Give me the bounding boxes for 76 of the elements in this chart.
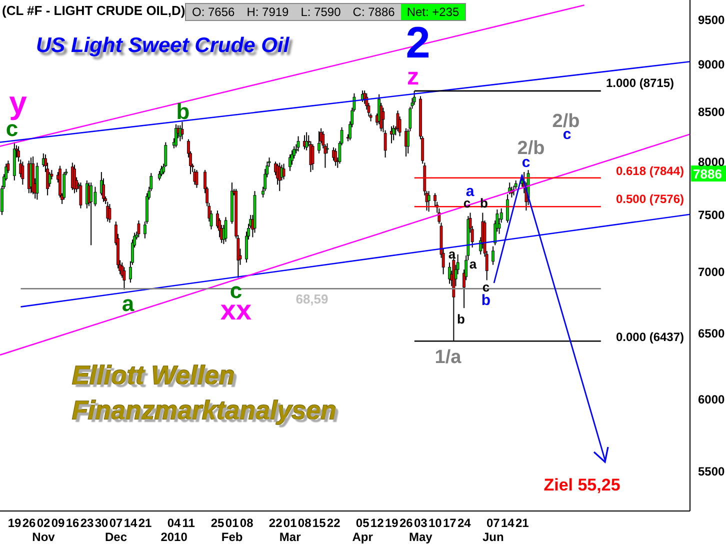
candlestick [158, 170, 161, 181]
x-tick-label: 19 [8, 516, 22, 530]
y-tick-label: 8500 [698, 104, 726, 119]
candlestick [94, 186, 97, 207]
candlestick [48, 172, 52, 188]
x-tick-label: 14 [124, 516, 138, 530]
annotation: O: 7656 [191, 4, 236, 20]
x-tick-label: 24 [457, 516, 472, 530]
x-tick-label: 11 [182, 516, 196, 530]
x-tick-label: 08 [240, 516, 254, 530]
y-tick-label: 6000 [698, 392, 726, 406]
x-tick-label: 23 [80, 516, 94, 530]
x-tick-label: 26 [399, 516, 414, 530]
x-tick-label: 22 [326, 516, 341, 530]
x-tick-label: 09 [51, 516, 66, 530]
candlestick [492, 246, 494, 266]
annotation: H: 7919 [246, 4, 290, 20]
x-tick-label: 08 [298, 516, 312, 530]
annotation: Elliott Wellen [72, 360, 235, 391]
candlestick [282, 163, 286, 180]
annotation: L: 7590 [300, 4, 342, 20]
x-tick-label: 12 [370, 516, 384, 530]
x-tick-label: 17 [442, 516, 457, 530]
x-tick-label: 16 [66, 516, 80, 530]
candlestick [224, 216, 228, 242]
annotation: c [482, 279, 490, 294]
annotation: Net: +235 [400, 4, 466, 20]
annotation: 68,59 [296, 291, 328, 306]
x-tick-label: 14 [500, 516, 515, 530]
x-tick-label: 15 [312, 516, 326, 530]
candlestick [506, 194, 510, 224]
annotation: b [176, 98, 190, 124]
annotation: 1/a [434, 347, 462, 368]
y-tick-label: 7000 [698, 265, 726, 280]
candlestick [288, 154, 292, 172]
candlestick [195, 169, 198, 188]
y-tick-label: 5500 [698, 464, 726, 478]
x-tick-label: 21 [138, 516, 152, 530]
annotation: 7886 [693, 166, 722, 182]
annotation: a [469, 256, 478, 272]
x-tick-label: 26 [22, 516, 36, 530]
candlestick [122, 266, 126, 290]
x-tick-label: 21 [515, 516, 530, 530]
annotation: b [457, 311, 466, 326]
y-tick-label: 8000 [698, 154, 726, 169]
candlestick [62, 172, 66, 200]
candlestick [311, 144, 314, 170]
annotation: z [407, 63, 419, 90]
annotation: 0.618 (7844) [616, 164, 684, 178]
annotation: Ziel 55,25 [544, 475, 620, 494]
annotation: b [481, 292, 491, 309]
candlestick [396, 110, 400, 132]
candlestick [318, 130, 320, 154]
candlestick [296, 136, 300, 152]
x-tick-label: 10 [428, 516, 442, 530]
chart-title: (CL #F - LIGHT CRUDE OIL,D) [2, 3, 186, 18]
annotation: 0.500 (7576) [616, 192, 684, 206]
candlestick [137, 220, 140, 238]
y-tick-label: 6500 [698, 326, 726, 340]
candlestick [21, 161, 24, 186]
annotation: 0.000 (6437) [616, 330, 684, 344]
candlestick [90, 182, 93, 246]
annotation: a [122, 290, 135, 316]
y-tick-label: 9500 [698, 13, 726, 28]
annotation: Finanzmarktanalysen [72, 395, 336, 426]
y-tick-label: 9000 [698, 58, 726, 72]
candlestick [108, 203, 112, 224]
annotation: C: 7886 [352, 4, 396, 20]
candlestick [180, 121, 184, 140]
text: US Light Sweet Crude Oil [36, 34, 290, 58]
y-tick-label: 7500 [698, 208, 726, 222]
x-tick-label: 22 [268, 516, 283, 530]
candlestick [174, 124, 178, 148]
annotation: 1.000 (8715) [606, 76, 674, 90]
x-tick-label: 19 [384, 516, 399, 530]
annotation: a [466, 182, 475, 200]
